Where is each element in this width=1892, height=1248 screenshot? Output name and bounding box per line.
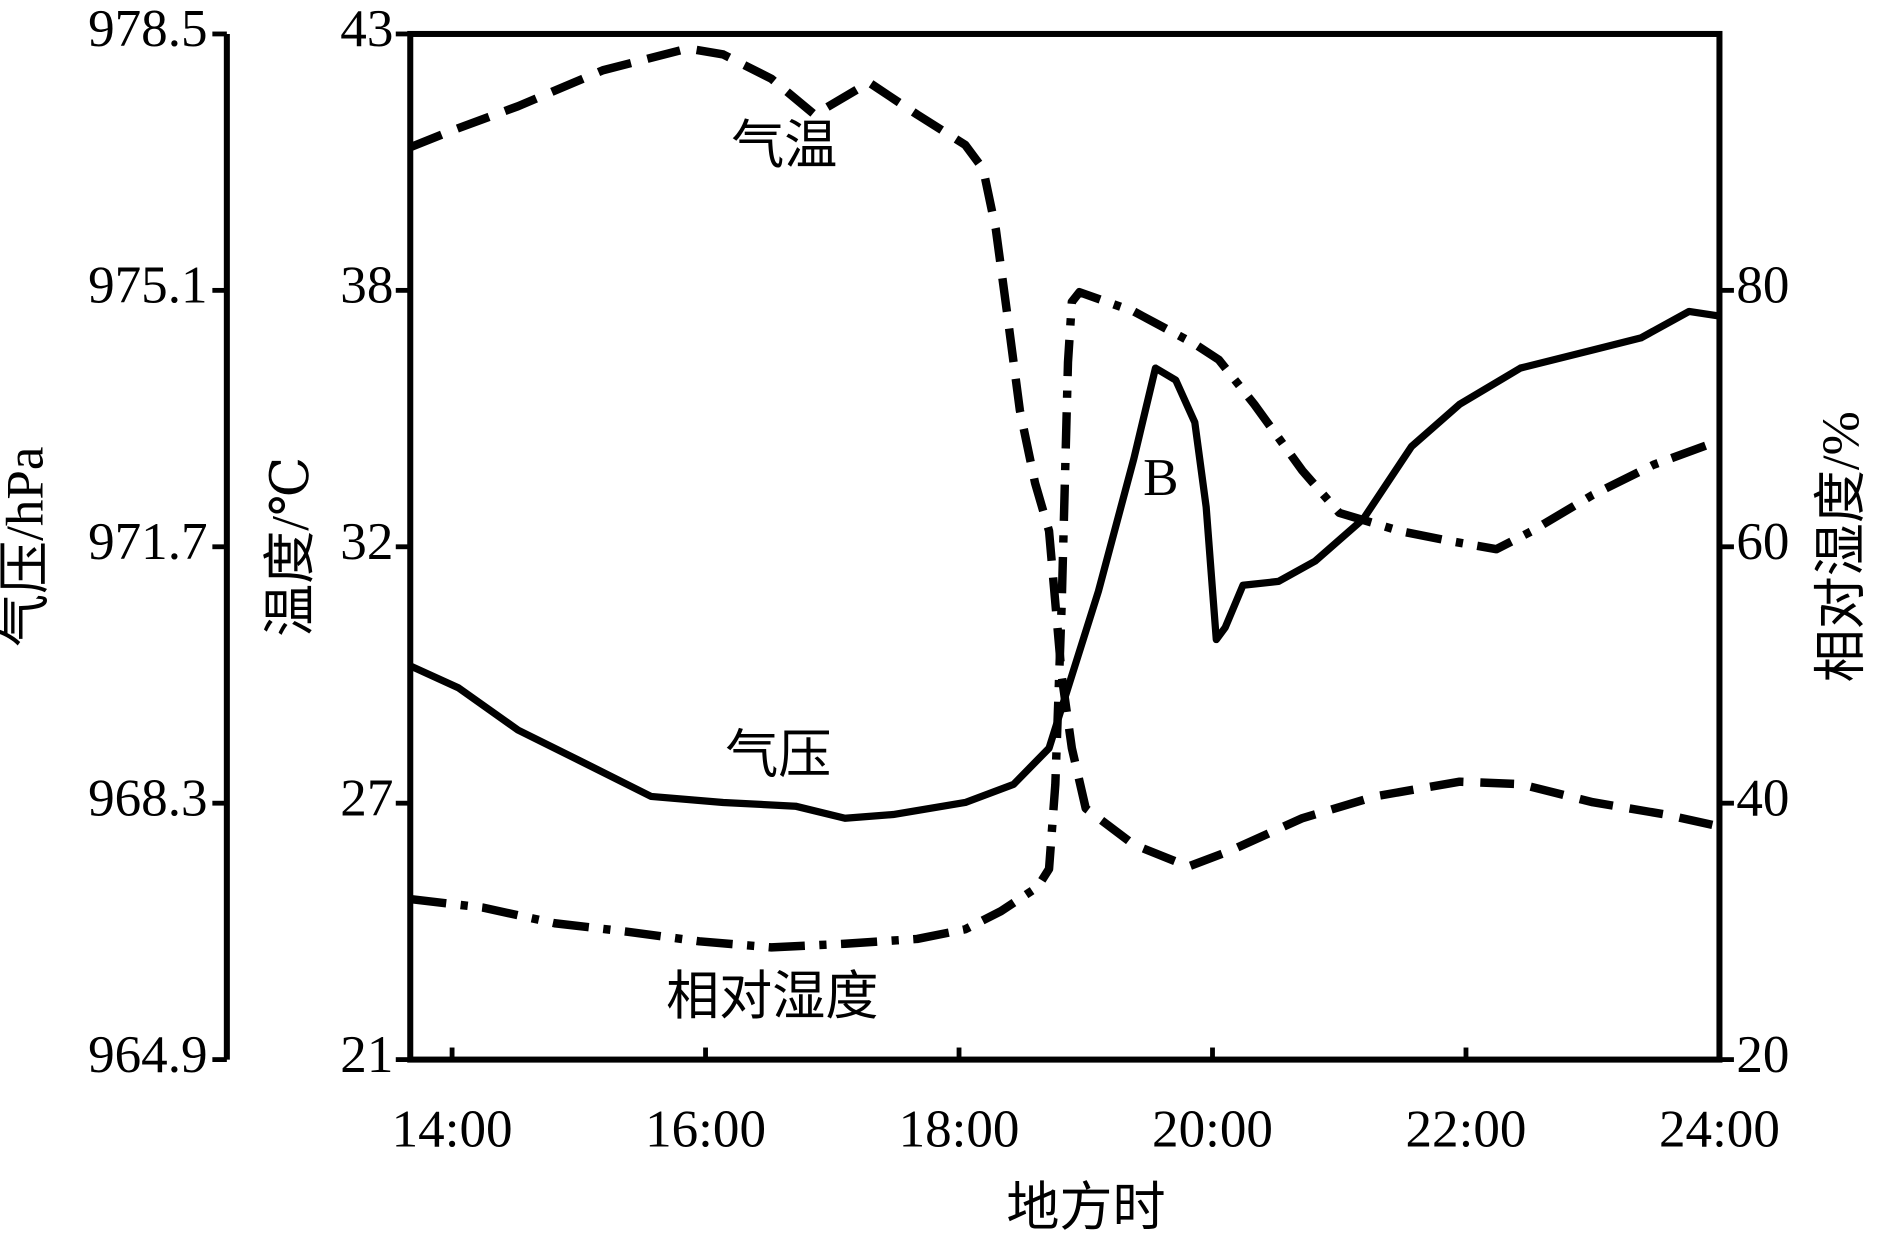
y3-tick-label: 978.5: [88, 0, 207, 58]
x-tick-label: 22:00: [1406, 1101, 1527, 1159]
x-tick-label: 18:00: [899, 1101, 1020, 1159]
y-tick-label: 43: [340, 0, 393, 58]
y-axis-label: 温度/℃: [262, 457, 320, 637]
y-tick-label: 27: [340, 769, 393, 827]
series-line: [409, 287, 1721, 952]
y3-tick-label: 975.1: [88, 257, 207, 315]
series-label: 气温: [731, 117, 837, 175]
plot-frame: [407, 30, 1723, 1063]
y3-tick-label: 968.3: [88, 769, 207, 827]
y-tick-label: 38: [340, 257, 393, 315]
series-label: 气压: [725, 727, 831, 785]
y2-tick-label: 40: [1736, 769, 1789, 827]
series-label: 相对湿度: [666, 968, 878, 1026]
x-tick-label: 20:00: [1152, 1101, 1273, 1159]
x-tick-label: 24:00: [1659, 1101, 1780, 1159]
y2-tick-label: 80: [1736, 257, 1789, 315]
y2-tick-label: 60: [1736, 513, 1789, 571]
annotation: B: [1143, 449, 1178, 507]
series-line: [408, 44, 1721, 871]
y3-tick-label: 964.9: [88, 1026, 207, 1084]
series-line: [408, 307, 1720, 822]
y3-tick-label: 971.7: [88, 513, 207, 571]
y3-axis-label: 气压/hPa: [0, 447, 54, 648]
y2-axis-label: 相对湿度/%: [1812, 411, 1870, 682]
y2-tick-label: 20: [1736, 1026, 1789, 1084]
x-tick-label: 14:00: [392, 1101, 513, 1159]
y-tick-label: 21: [340, 1026, 393, 1084]
y-tick-label: 32: [340, 513, 393, 571]
x-axis-label: 地方时: [1006, 1179, 1165, 1237]
x-tick-label: 16:00: [645, 1101, 766, 1159]
